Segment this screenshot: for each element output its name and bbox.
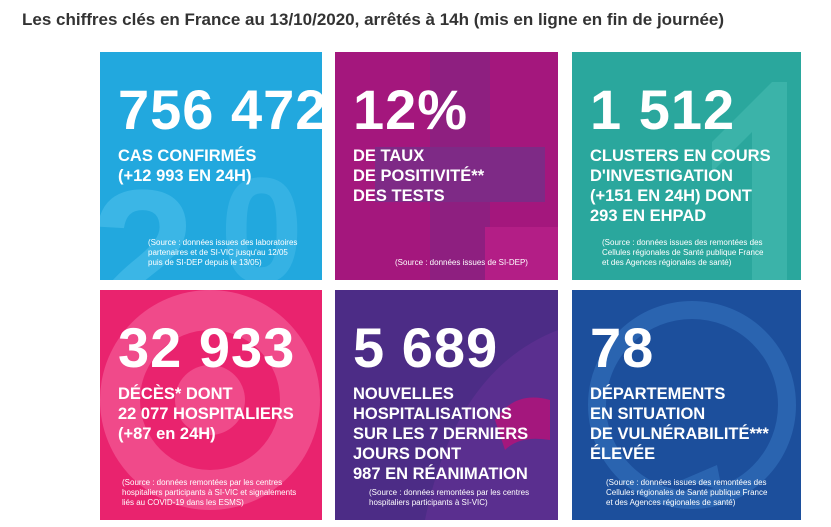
label-line: (+87 en 24H): [118, 425, 216, 443]
source-line: (Source : données issues de SI-DEP): [395, 258, 528, 267]
label-line: 22 077 HOSPITALIERS: [118, 405, 294, 423]
source-line: Cellules régionales de Santé publique Fr…: [602, 248, 764, 257]
tile: 78 DÉPARTEMENTS EN SITUATION DE VULNÉRABILI…: [572, 290, 801, 520]
label-line: (+151 EN 24H) DONT: [590, 187, 752, 205]
label-line: HOSPITALISATIONS: [353, 405, 512, 423]
label-line: EN SITUATION: [590, 405, 706, 423]
tile: 1 512 CLUSTERS EN COURS D'INVESTIGATION (+1…: [572, 52, 801, 280]
source-line: (Source : données issues des remontées d…: [606, 478, 767, 487]
figure-label: DÉPARTEMENTS EN SITUATION DE VULNÉRABILITÉ…: [590, 384, 769, 464]
source-line: puis de SI-DEP depuis le 13/05): [148, 258, 262, 267]
tile: 12% DE TAUX DE POSITIVITÉ** DES TESTS (Sourc…: [335, 52, 558, 280]
source-line: et des Agences régionales de santé): [602, 258, 732, 267]
key-figure: 78: [590, 316, 655, 379]
key-figure: 12%: [353, 78, 469, 141]
label-line: ÉLEVÉE: [590, 445, 656, 463]
label-line: DÉPARTEMENTS: [590, 385, 726, 403]
label-line: 293 EN EHPAD: [590, 207, 707, 225]
source-note: (Source : données issues des remontées d…: [602, 238, 763, 268]
label-line: DES TESTS: [353, 187, 445, 205]
source-line: Cellules régionales de Santé publique Fr…: [606, 488, 768, 497]
title: Les chiffres clés en France au 13/10/202…: [22, 10, 725, 29]
label-line: JOURS DONT: [353, 445, 462, 463]
label-line: 987 EN RÉANIMATION: [353, 465, 528, 483]
figure-label: CAS CONFIRMÉS (+12 993 EN 24H): [118, 146, 256, 186]
source-line: hospitaliers participants à SI-VIC et si…: [122, 488, 297, 497]
label-line: SUR LES 7 DERNIERS: [353, 425, 529, 443]
label-line: DE TAUX: [353, 147, 425, 165]
key-figure: 1 512: [590, 78, 736, 141]
tile: 32 933 DÉCÈS* DONT 22 077 HOSPITALIERS (+87…: [100, 290, 322, 520]
key-figure: 32 933: [118, 316, 296, 379]
key-figure: 756 472: [118, 78, 322, 141]
figure-label: CLUSTERS EN COURS D'INVESTIGATION (+151 EN…: [590, 146, 771, 226]
source-note: (Source : données remontées par les cent…: [122, 478, 296, 508]
source-line: (Source : données issues des laboratoire…: [148, 238, 298, 247]
tile: 5 689 NOUVELLES HOSPITALISATIONS SUR LES 7 …: [335, 290, 558, 520]
label-line: DÉCÈS* DONT: [118, 385, 233, 403]
source-note: (Source : données issues des remontées d…: [606, 478, 767, 508]
source-note: (Source : données issues de SI-DEP): [395, 258, 528, 268]
source-line: hospitaliers participants à SI-VIC): [369, 498, 488, 507]
key-figure: 5 689: [353, 316, 499, 379]
source-note: (Source : données remontées par les cent…: [369, 488, 529, 508]
label-line: CLUSTERS EN COURS: [590, 147, 771, 165]
label-line: DE POSITIVITÉ**: [353, 167, 485, 185]
label-line: D'INVESTIGATION: [590, 167, 733, 185]
label-line: NOUVELLES: [353, 385, 454, 403]
source-line: partenaires et de SI-VIC jusqu'au 12/05: [148, 248, 288, 257]
label-line: DE VULNÉRABILITÉ***: [590, 425, 769, 443]
label-line: (+12 993 EN 24H): [118, 167, 252, 185]
source-line: liés au COVID-19 dans les ESMS): [122, 498, 244, 507]
figure-label: DÉCÈS* DONT 22 077 HOSPITALIERS (+87 en 24…: [118, 384, 294, 444]
figure-label: NOUVELLES HOSPITALISATIONS SUR LES 7 DERNI…: [353, 384, 528, 484]
source-line: (Source : données remontées par les cent…: [369, 488, 530, 497]
source-line: (Source : données issues des remontées d…: [602, 238, 763, 247]
label-line: CAS CONFIRMÉS: [118, 147, 257, 165]
source-note: (Source : données issues des laboratoire…: [148, 238, 297, 268]
source-line: et des Agences régionales de santé): [606, 498, 736, 507]
source-line: (Source : données remontées par les cent…: [122, 478, 283, 487]
figure-label: DE TAUX DE POSITIVITÉ** DES TESTS: [353, 146, 484, 206]
